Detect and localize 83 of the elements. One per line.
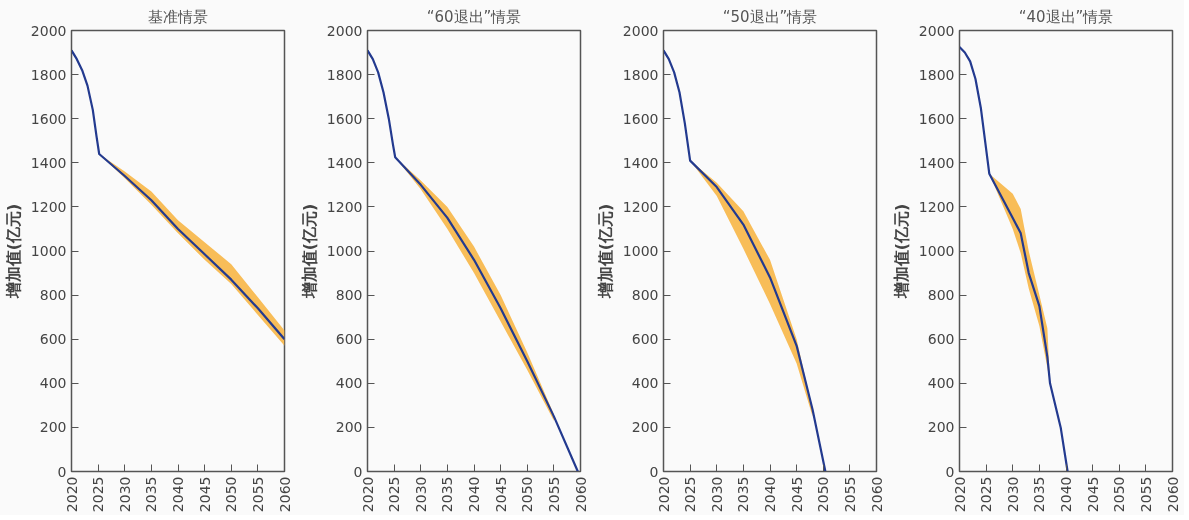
y-tick-label: 400 <box>927 375 955 392</box>
x-tick-label: 2045 <box>492 476 509 513</box>
x-tick-label: 2035 <box>143 476 160 513</box>
x-tick-label: 2055 <box>841 476 858 513</box>
y-tick-label: 1800 <box>622 66 659 83</box>
chart-title: “60退出”情景 <box>426 7 522 26</box>
x-tick-label: 2060 <box>276 476 293 513</box>
y-tick-label: 1600 <box>918 110 955 127</box>
x-tick-label: 2060 <box>1164 476 1181 513</box>
y-tick-label: 1600 <box>326 110 363 127</box>
y-tick-label: 2000 <box>622 22 659 39</box>
chart-title: “50退出”情景 <box>722 7 818 26</box>
y-tick-label: 2000 <box>30 22 67 39</box>
y-tick-label: 600 <box>39 331 67 348</box>
x-tick-label: 2050 <box>815 476 832 513</box>
x-tick-label: 2055 <box>1137 476 1154 513</box>
y-tick-label: 1600 <box>30 110 67 127</box>
x-tick-label: 2050 <box>1111 476 1128 513</box>
y-axis-title: 增加值(亿元) <box>299 203 319 300</box>
y-tick-label: 1200 <box>30 198 67 215</box>
x-tick-label: 2030 <box>116 476 133 513</box>
y-tick-label: 1800 <box>918 66 955 83</box>
y-tick-label: 1200 <box>622 198 659 215</box>
y-tick-label: 800 <box>927 287 955 304</box>
y-axis-title: 增加值(亿元) <box>891 203 911 300</box>
y-tick-label: 600 <box>335 331 363 348</box>
y-tick-label: 1200 <box>326 198 363 215</box>
x-tick-label: 2025 <box>90 476 107 513</box>
y-tick-label: 1400 <box>326 154 363 171</box>
y-tick-label: 800 <box>335 287 363 304</box>
y-tick-label: 1400 <box>30 154 67 171</box>
x-tick-label: 2045 <box>1084 476 1101 513</box>
x-tick-label: 2055 <box>545 476 562 513</box>
y-tick-label: 200 <box>39 419 67 436</box>
y-tick-label: 200 <box>927 419 955 436</box>
y-tick-label: 200 <box>631 419 659 436</box>
chart-title: “40退出”情景 <box>1018 7 1114 26</box>
y-tick-label: 1200 <box>918 198 955 215</box>
x-tick-label: 2030 <box>708 476 725 513</box>
y-tick-label: 800 <box>631 287 659 304</box>
y-tick-label: 400 <box>39 375 67 392</box>
y-tick-label: 600 <box>631 331 659 348</box>
y-tick-label: 400 <box>335 375 363 392</box>
line-series <box>71 49 285 341</box>
y-tick-label: 1000 <box>918 243 955 259</box>
y-tick-label: 400 <box>631 375 659 392</box>
x-tick-label: 2040 <box>1058 476 1074 513</box>
y-tick-label: 2000 <box>918 22 955 39</box>
y-tick-label: 800 <box>39 287 67 304</box>
y-tick-label: 1800 <box>30 66 67 83</box>
line-series <box>959 45 1069 472</box>
x-tick-label: 2040 <box>466 476 482 513</box>
line-series <box>663 49 827 472</box>
x-tick-label: 2045 <box>196 476 213 513</box>
x-tick-label: 2025 <box>386 476 403 513</box>
x-tick-label: 2035 <box>735 476 752 513</box>
x-tick-label: 2060 <box>572 476 589 513</box>
x-tick-label: 2035 <box>1031 476 1048 513</box>
x-tick-label: 2040 <box>762 476 778 513</box>
x-tick-label: 2055 <box>249 476 266 513</box>
y-tick-label: 2000 <box>326 22 363 39</box>
y-tick-label: 1400 <box>622 154 659 171</box>
y-tick-label: 1000 <box>326 243 363 259</box>
y-tick-label: 1000 <box>622 243 659 259</box>
x-tick-label: 2035 <box>439 476 456 513</box>
x-tick-label: 2050 <box>223 476 240 513</box>
x-tick-label: 2045 <box>788 476 805 513</box>
x-tick-label: 2040 <box>170 476 186 513</box>
y-axis-title: 增加值(亿元) <box>3 203 23 300</box>
y-tick-label: 600 <box>927 331 955 348</box>
x-tick-label: 2050 <box>519 476 536 513</box>
chart-title: 基准情景 <box>148 7 208 26</box>
x-tick-label: 2025 <box>682 476 699 513</box>
x-tick-label: 2030 <box>412 476 429 513</box>
y-tick-label: 200 <box>335 419 363 436</box>
x-tick-label: 2030 <box>1004 476 1021 513</box>
y-tick-label: 1800 <box>326 66 363 83</box>
y-axis-title: 增加值(亿元) <box>595 203 615 300</box>
y-tick-label: 1600 <box>622 110 659 127</box>
x-tick-label: 2060 <box>868 476 885 513</box>
y-tick-label: 1400 <box>918 154 955 171</box>
x-tick-label: 2025 <box>978 476 995 513</box>
y-tick-label: 1000 <box>30 243 67 259</box>
